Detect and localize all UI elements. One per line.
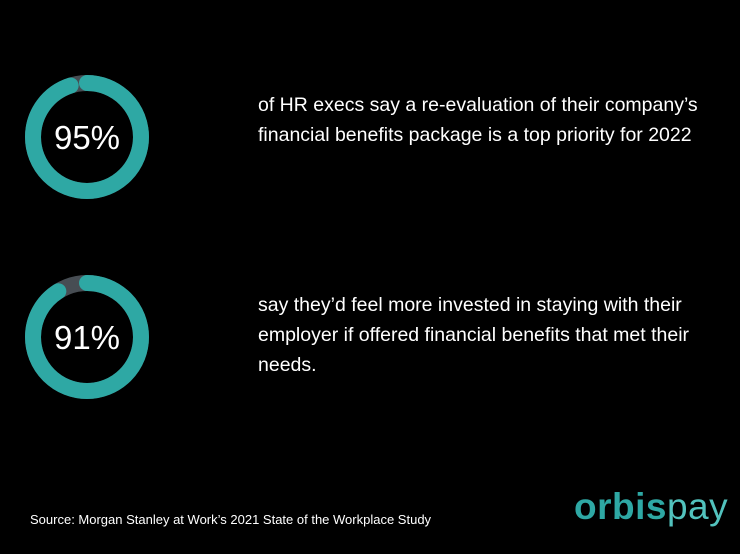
donut-arc [25,75,149,199]
logo-part: orbis [574,486,667,527]
logo-part: pay [666,486,729,527]
caption: of HR execs say a re-evaluation of their… [258,94,698,146]
source: Source: Morgan Stanley at Work’s 2021 St… [30,512,432,527]
donut-arc [25,275,149,399]
donut-label: 95% [54,119,120,156]
donut-label: 91% [54,319,120,356]
caption: say they’d feel more invested in staying… [258,294,690,376]
logo: orbispay [574,486,728,528]
